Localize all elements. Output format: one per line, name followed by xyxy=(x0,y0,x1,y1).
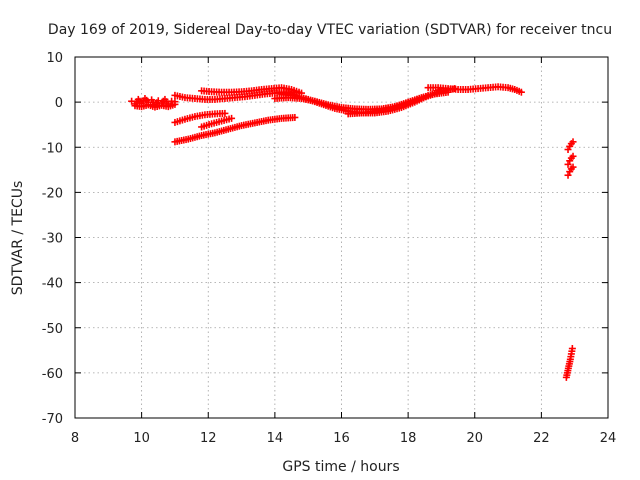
data-point xyxy=(171,100,179,108)
y-axis-title: SDTVAR / TECUs xyxy=(10,181,26,296)
plot-frame xyxy=(74,56,609,419)
y-tick-label: -20 xyxy=(42,186,63,201)
data-point xyxy=(291,113,299,121)
data-point xyxy=(569,138,577,146)
y-tick-label: -50 xyxy=(42,322,63,337)
x-tick-label: 8 xyxy=(71,431,79,446)
x-tick-label: 16 xyxy=(333,431,350,446)
data-points xyxy=(128,83,577,381)
data-point xyxy=(568,345,576,353)
data-point xyxy=(517,88,525,96)
y-tick-label: 10 xyxy=(46,51,63,66)
grid-lines xyxy=(75,57,608,418)
chart-title: Day 169 of 2019, Sidereal Day-to-day VTE… xyxy=(48,22,612,38)
x-tick-label: 12 xyxy=(200,431,217,446)
y-tick-label: -70 xyxy=(42,412,63,427)
y-tick-label: -60 xyxy=(42,367,63,382)
y-tick-label: -40 xyxy=(42,277,63,292)
y-tick-label: -30 xyxy=(42,232,63,247)
data-point xyxy=(564,171,572,179)
x-tick-label: 20 xyxy=(466,431,483,446)
data-point xyxy=(569,152,577,160)
x-tick-label: 14 xyxy=(267,431,284,446)
y-tick-label: 0 xyxy=(55,96,63,111)
x-tick-label: 10 xyxy=(133,431,150,446)
data-point xyxy=(221,109,229,117)
x-tick-label: 18 xyxy=(400,431,417,446)
x-tick-label: 24 xyxy=(600,431,617,446)
data-point xyxy=(564,160,572,168)
data-point xyxy=(569,163,577,171)
y-tick-label: -10 xyxy=(42,141,63,156)
x-tick-label: 22 xyxy=(533,431,550,446)
x-axis-title: GPS time / hours xyxy=(282,459,399,475)
tick-labels: 8 10 12 14 16 18 20 22 24 10 0 -10 -20 -30 -40 -50 -60 -7… xyxy=(42,51,617,446)
data-point xyxy=(228,114,236,122)
